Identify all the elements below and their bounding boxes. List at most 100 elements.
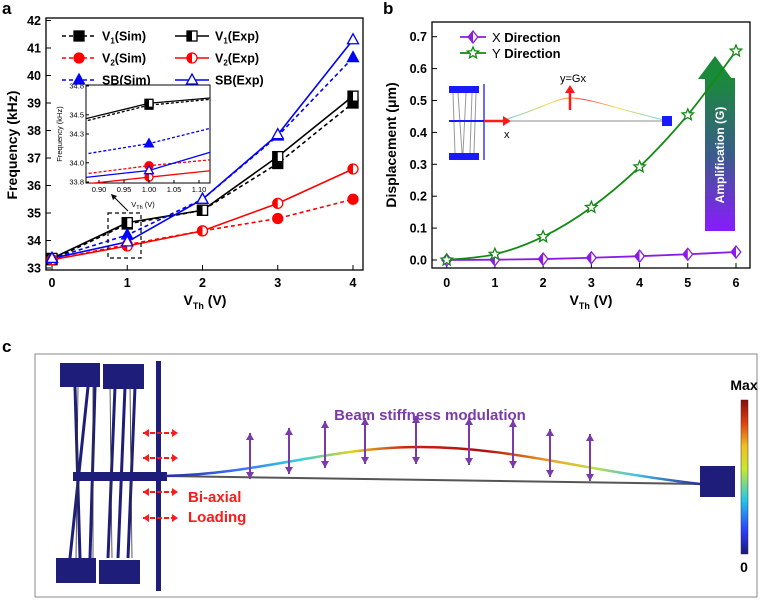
loading-label-line2: Loading (188, 509, 246, 526)
data-point-b (728, 43, 744, 58)
colorbar-max-label: Max (730, 377, 757, 393)
data-point-b (583, 199, 599, 214)
y-tick-label-a: 35 (27, 207, 41, 221)
panel-label-c: c (2, 337, 11, 356)
legend-marker (73, 30, 85, 42)
colorbar-min-label: 0 (740, 559, 748, 575)
data-point-b (680, 107, 696, 122)
marker-half (682, 248, 688, 261)
marker-half (731, 246, 736, 259)
data-point-a (121, 216, 133, 229)
data-point-a (272, 212, 284, 225)
marker-shape (465, 45, 481, 60)
x-displacement-label: x (504, 129, 510, 141)
marker-shape (680, 107, 696, 122)
data-point-a (195, 191, 210, 204)
stiffness-arrow (285, 428, 293, 474)
data-point-b (633, 249, 646, 264)
y-tick-label-a: 41 (27, 42, 41, 56)
legend-label: V1(Exp) (215, 30, 259, 46)
data-point-a (347, 193, 359, 205)
y-tick-label-a: 34 (27, 234, 41, 248)
inset-data-point (144, 172, 154, 182)
panel-label-a: a (2, 0, 12, 18)
y-tick-label-a: 39 (27, 97, 41, 111)
x-tick-label-b: 1 (491, 276, 498, 290)
marker-shape (583, 199, 599, 214)
x-axis-label-b: VTh (V) (570, 292, 613, 311)
y-tick-label-a: 36 (27, 179, 41, 193)
arrow-head (246, 433, 254, 440)
data-point-a (272, 197, 284, 210)
plot-frame-a (45, 17, 364, 271)
end-anchor (700, 466, 735, 497)
marker-shape (73, 52, 85, 64)
arrow-head (546, 470, 554, 477)
marker-half (272, 151, 278, 162)
marker-half (197, 205, 203, 216)
inset-x-tick-label: 1.10 (192, 185, 207, 194)
y-tick-label-a: 40 (27, 69, 41, 83)
arrow-head (465, 418, 473, 425)
arrow-head (143, 514, 149, 522)
marker-shape (185, 72, 199, 85)
arrow-head (586, 474, 594, 481)
y-equation-label: y=Gx (560, 73, 586, 85)
legend-marker (185, 72, 199, 85)
legend-marker (186, 52, 198, 64)
arrow-head (465, 458, 473, 465)
y-tick-label-b: 0.7 (410, 30, 427, 44)
inset-data-point (144, 98, 154, 108)
data-point-b (487, 246, 503, 261)
arrow-head (509, 420, 517, 427)
data-point-a (346, 32, 360, 45)
x-tick-label-b: 5 (684, 276, 691, 290)
series-line-a (51, 198, 354, 261)
legend-label-sub: 1 (110, 37, 115, 46)
legend-a: V1(Sim) V1(Exp)V2(Sim) V2(Exp)SB(Sim) SB(Ex… (62, 30, 264, 88)
marker-half (586, 251, 592, 264)
marker-shape (72, 72, 86, 85)
y-tick-label-b: 0.0 (410, 254, 427, 268)
inset-x-label: VTh (V) (131, 200, 155, 211)
marker-half (348, 91, 353, 102)
legend-label-main: SB (102, 74, 119, 88)
legend-label: SB(Exp) (215, 74, 264, 88)
arrow-head (143, 429, 149, 437)
zoom-arrow (112, 195, 129, 212)
stiffness-arrow (321, 421, 329, 468)
marker-shape (728, 43, 744, 58)
arrow-head (546, 429, 554, 436)
legend-marker (186, 30, 198, 42)
data-point-b (585, 250, 597, 265)
biaxial-load-arrow (143, 488, 178, 496)
data-point-b (439, 252, 455, 267)
marker-shape (73, 30, 85, 42)
arrow-head (285, 467, 293, 474)
biaxial-load-arrow (143, 514, 178, 522)
marker-shape (439, 252, 455, 267)
data-point-a (347, 90, 359, 102)
anchor-structure (56, 361, 167, 591)
y-tick-label-b: 0.6 (410, 62, 427, 76)
marker-half (634, 250, 640, 263)
marker-shape (272, 212, 284, 225)
legend-marker (467, 29, 479, 45)
stiffness-arrow (412, 416, 420, 464)
data-point-a (272, 150, 284, 163)
legend-label-rest: (Exp) (228, 30, 259, 44)
data-point-b (535, 229, 551, 244)
stiffness-arrow (509, 420, 517, 468)
arrow-head (361, 418, 369, 425)
inset-y-tick-label: 33.8 (69, 178, 84, 187)
data-point-b (730, 244, 742, 260)
marker-half (538, 253, 544, 266)
x-tick-label-b: 3 (588, 276, 595, 290)
x-tick-label-a: 1 (124, 276, 131, 290)
marker-half (145, 99, 149, 108)
marker-half (468, 31, 473, 43)
data-point-a (120, 234, 134, 247)
marker-shape (346, 32, 360, 45)
